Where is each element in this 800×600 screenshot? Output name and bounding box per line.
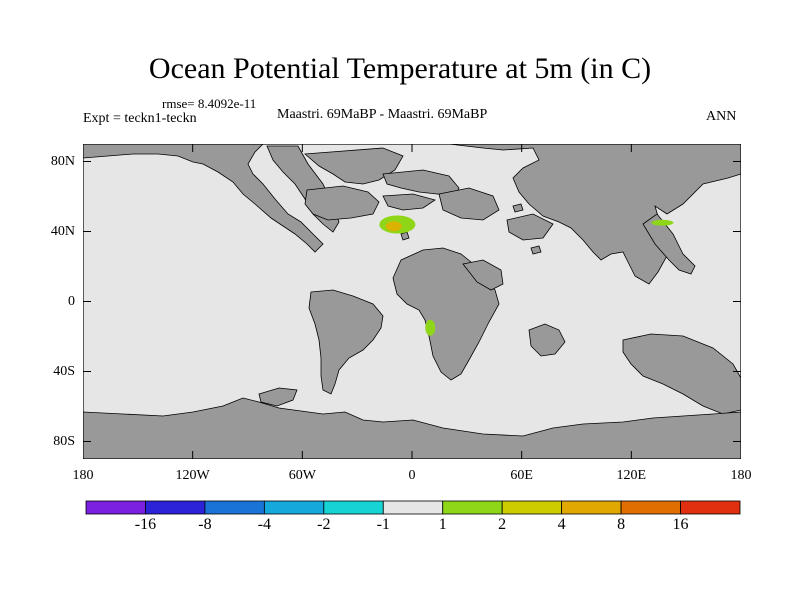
- colorbar-segment: [680, 500, 741, 515]
- lon-tick-label: 120E: [616, 468, 647, 483]
- colorbar-label: -8: [198, 516, 212, 533]
- colorbar-label: 4: [557, 516, 566, 533]
- map-panel: [82, 143, 742, 460]
- greenland: [304, 147, 404, 185]
- colorbar-segment: [620, 500, 681, 515]
- mediterranean-anomaly: [385, 221, 402, 232]
- comparison-label: Maastri. 69MaBP - Maastri. 69MaBP: [277, 107, 488, 122]
- island-2: [530, 245, 542, 255]
- north-america: [82, 143, 324, 253]
- colorbar-segment: [204, 500, 265, 515]
- lat-tick-label: 0: [68, 293, 75, 309]
- lon-tick-label: 120W: [175, 468, 210, 483]
- colorbar-segment: [323, 500, 384, 515]
- land-masses: [82, 143, 742, 460]
- lat-tick-label: 80N: [50, 153, 75, 169]
- colorbar-label: -16: [134, 516, 157, 533]
- plot-title: Ocean Potential Temperature at 5m (in C): [148, 52, 652, 85]
- island-3: [400, 231, 410, 241]
- middle-east: [506, 213, 554, 241]
- lat-tick-label: 80S: [53, 433, 75, 449]
- colorbar-segment: [382, 500, 444, 515]
- lon-tick-label: 0: [408, 468, 416, 483]
- colorbar-segment: [442, 500, 503, 515]
- colorbar-label: 8: [617, 516, 626, 533]
- pacific-anomaly: [651, 219, 674, 226]
- colorbar-label: 2: [498, 516, 507, 533]
- lon-tick-label: 60E: [510, 468, 533, 483]
- india: [528, 323, 566, 357]
- lon-tick-label: 180: [730, 468, 752, 483]
- antarctica: [82, 397, 742, 460]
- anomaly-layer: [379, 215, 674, 336]
- map-canvas: [82, 143, 742, 460]
- antarctic-peninsula: [258, 387, 298, 407]
- lon-tick-label: 180: [72, 468, 94, 483]
- colorbar-label: 1: [438, 516, 447, 533]
- south-america: [308, 289, 384, 395]
- lon-tick-label: 60W: [288, 468, 316, 483]
- period-label: ANN: [706, 109, 737, 124]
- central-asia-block: [438, 187, 500, 221]
- colorbar: [85, 500, 741, 515]
- colorbar-segment: [145, 500, 206, 515]
- colorbar-segment: [561, 500, 622, 515]
- island-1: [512, 203, 524, 213]
- central-europe: [382, 193, 436, 211]
- western-europe: [304, 185, 380, 221]
- lat-tick-label: 40S: [53, 363, 75, 379]
- lat-tick-label: 40N: [50, 223, 75, 239]
- asia: [448, 143, 742, 285]
- africa: [392, 247, 500, 381]
- west-africa-anomaly: [425, 319, 436, 336]
- colorbar-segment: [263, 500, 325, 515]
- arabia-block: [462, 259, 504, 291]
- colorbar-label: -1: [376, 516, 390, 533]
- experiment-label: Expt = teckn1-teckn: [83, 111, 197, 126]
- colorbar-label: 16: [672, 516, 689, 533]
- rmse-label: rmse= 8.4092e-11: [162, 96, 257, 111]
- colorbar-segment: [85, 500, 146, 515]
- colorbar-label: -4: [257, 516, 272, 533]
- colorbar-segment: [501, 500, 563, 515]
- colorbar-label: -2: [317, 516, 331, 533]
